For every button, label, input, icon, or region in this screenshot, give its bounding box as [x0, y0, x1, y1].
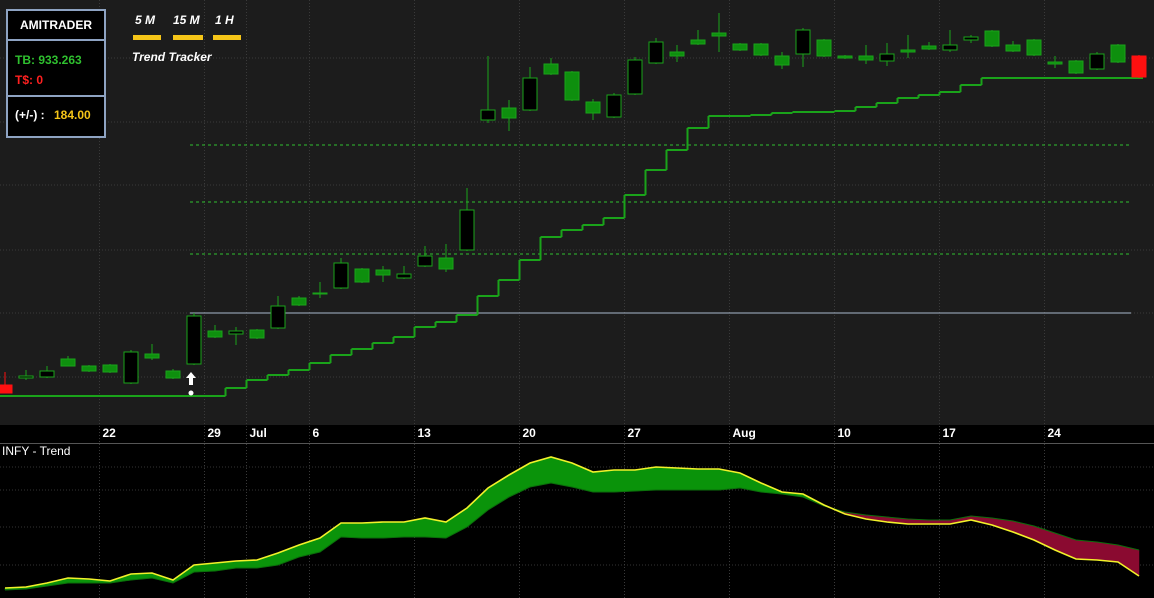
candle-body: [333, 262, 349, 289]
candle-body: [249, 329, 265, 339]
candle-body: [438, 257, 454, 270]
candle-body: [816, 39, 832, 57]
candle-body: [123, 351, 139, 384]
candle-body: [858, 55, 874, 61]
candle-body: [606, 94, 622, 118]
candle-body: [963, 36, 979, 41]
candle-body: [627, 59, 643, 95]
candle-body: [18, 375, 34, 379]
candle-body: [984, 30, 1000, 47]
x-tick-label: 27: [628, 426, 642, 440]
indicator-name: Trend Tracker: [132, 50, 213, 64]
candle-body: [186, 315, 202, 365]
x-tick-label: 29: [208, 426, 222, 440]
candle-body: [102, 364, 118, 373]
signal-dot: [188, 390, 194, 396]
candle-body: [375, 269, 391, 276]
timeframe-button[interactable]: 5 M: [135, 13, 156, 27]
x-tick-label: Aug: [733, 426, 756, 440]
timeframe-button[interactable]: 1 H: [215, 13, 234, 27]
candle-body: [669, 51, 685, 57]
trend-line: [4, 456, 1140, 589]
brand: AMITRADER: [20, 18, 92, 32]
candle-body: [39, 370, 55, 378]
trend-line: [4, 482, 1140, 591]
info-box: AMITRADER TB: 933.263 T$: 0 (+/-) : 184.…: [6, 9, 106, 138]
x-tick-label: 6: [313, 426, 320, 440]
candle-body: [753, 43, 769, 56]
x-tick-label: 22: [103, 426, 117, 440]
pl-label: (+/-) :: [15, 108, 45, 122]
candle-body: [354, 268, 370, 283]
band-segment: [340, 522, 363, 539]
candle-body: [837, 55, 853, 59]
candle-body: [690, 39, 706, 45]
candle-body: [501, 107, 517, 119]
candle-body: [417, 255, 433, 267]
candle-body: [585, 101, 601, 114]
date-axis: [0, 425, 1154, 443]
timeframe-bar: 5 M 15 M 1 H Trend Tracker: [132, 13, 241, 64]
candle-body: [165, 370, 181, 379]
buy-arrow: [186, 372, 196, 385]
candle-body: [732, 43, 748, 51]
band-segment: [1075, 539, 1098, 561]
candle-body: [648, 41, 664, 64]
band-segment: [676, 467, 699, 491]
band-segment: [613, 469, 636, 493]
indicator-title: INFY - Trend: [2, 444, 70, 458]
x-tick-label: 17: [943, 426, 957, 440]
timeframe-indicator: [133, 35, 161, 40]
candle-body: [1026, 39, 1042, 56]
candle-body: [921, 45, 937, 50]
candle-body: [291, 297, 307, 306]
candle-body: [1005, 44, 1021, 52]
plot: 22 29 Jul 6 13 20 27 Aug 10 17 24: [0, 13, 1147, 591]
timeframe-indicator: [173, 35, 203, 40]
candle-body: [270, 305, 286, 329]
x-tick-label: 13: [418, 426, 432, 440]
band-segment: [382, 521, 405, 539]
timeframe-indicator: [213, 35, 241, 40]
candle-body: [0, 384, 13, 394]
candle-body: [543, 63, 559, 75]
candle-body: [1110, 44, 1126, 63]
x-tick-label: Jul: [250, 426, 267, 440]
candle-body: [459, 209, 475, 251]
info-frame: [6, 9, 106, 138]
tb-label: TB: 933.263: [15, 53, 82, 67]
candle-body: [942, 44, 958, 51]
candle-body: [60, 358, 76, 367]
candle-body: [774, 55, 790, 66]
candle-body: [480, 109, 496, 121]
candle-body: [228, 330, 244, 335]
candle-body: [144, 353, 160, 359]
candle-body: [900, 49, 916, 53]
candle-body: [81, 365, 97, 372]
candle-body: [396, 273, 412, 279]
band-segment: [697, 468, 720, 491]
band-segment: [634, 466, 657, 492]
candle-body: [1068, 60, 1084, 74]
timeframe-button[interactable]: 15 M: [173, 13, 201, 27]
candle-body: [711, 32, 727, 37]
x-tick-label: 10: [838, 426, 852, 440]
band-segment: [361, 521, 384, 539]
candle-body: [207, 330, 223, 338]
candle-body: [564, 71, 580, 101]
candle-body: [879, 53, 895, 62]
candle-body: [1131, 55, 1147, 78]
candle-body: [1047, 61, 1063, 65]
candle-body: [795, 29, 811, 55]
candle-body: [1089, 53, 1105, 70]
candle-body: [522, 77, 538, 111]
x-tick-label: 24: [1048, 426, 1062, 440]
band-segment: [655, 466, 678, 491]
ts-label: T$: 0: [15, 73, 43, 87]
candle-body: [312, 292, 328, 295]
band-segment: [592, 469, 615, 493]
pl-value: 184.00: [54, 108, 91, 122]
x-tick-label: 20: [523, 426, 537, 440]
